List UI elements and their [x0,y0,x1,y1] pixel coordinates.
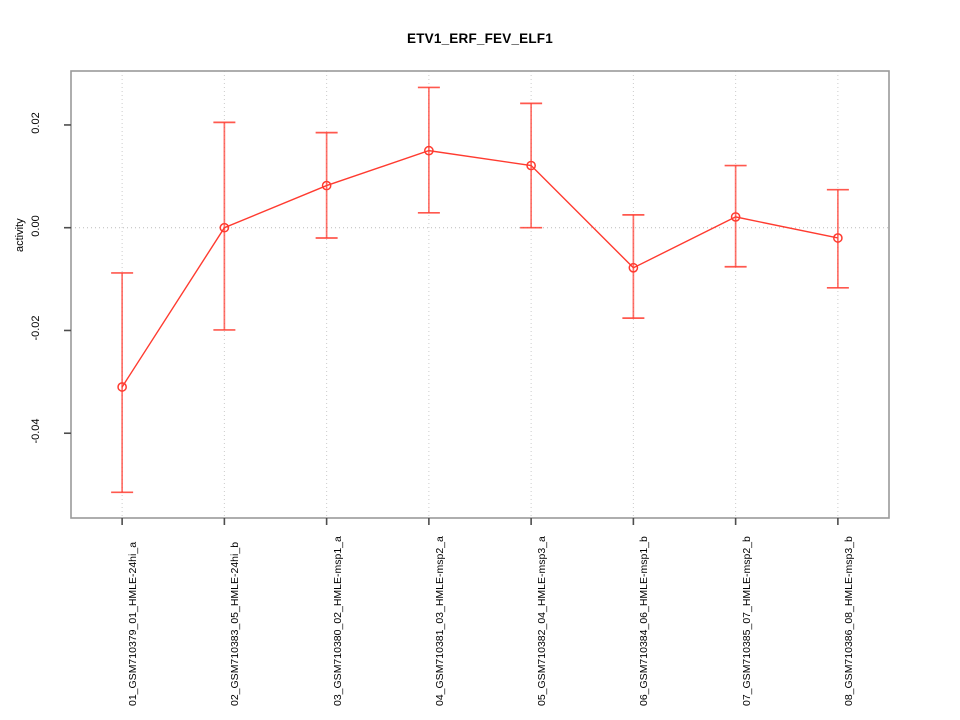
x-tick-label: 08_GSM710386_08_HMLE-msp3_b [842,536,855,706]
y-tick-label: -0.04 [30,418,42,444]
plot-frame [70,70,890,519]
page-title: ETV1_ERF_FEV_ELF1 [407,31,553,46]
data-point[interactable] [219,222,230,233]
y-tick-label: 0.02 [30,112,42,134]
x-tick-label: 03_GSM710380_02_HMLE-msp1_a [331,536,344,706]
x-tick-label: 02_GSM710383_05_HMLE-24hi_b [229,541,242,706]
error-bar [417,86,440,214]
data-point[interactable] [526,160,536,171]
error-bar [315,131,338,239]
data-point[interactable] [730,212,741,222]
x-tick-label: 04_GSM710381_03_HMLE-msp2_a [433,536,446,706]
error-bar [520,102,543,229]
error-bar [622,214,645,319]
series-line [121,149,839,388]
error-bar [213,121,236,331]
y-tick-label: 0.00 [30,215,42,237]
x-tick-label: 01_GSM710379_01_HMLE-24hi_a [127,541,140,706]
x-tick-label: 05_GSM710382_04_HMLE-msp3_a [536,536,549,706]
x-tick-label: 06_GSM710384_06_HMLE-msp1_b [638,536,651,706]
data-point[interactable] [321,180,332,191]
data-point[interactable] [424,145,434,156]
data-point[interactable] [628,262,639,273]
y-tick-label: -0.02 [30,315,42,341]
x-tick-label: 07_GSM710385_07_HMLE-msp2_b [740,536,753,706]
data-point[interactable] [833,233,843,243]
error-bar [826,188,849,289]
error-bar [724,164,747,268]
data-point[interactable] [117,382,127,392]
